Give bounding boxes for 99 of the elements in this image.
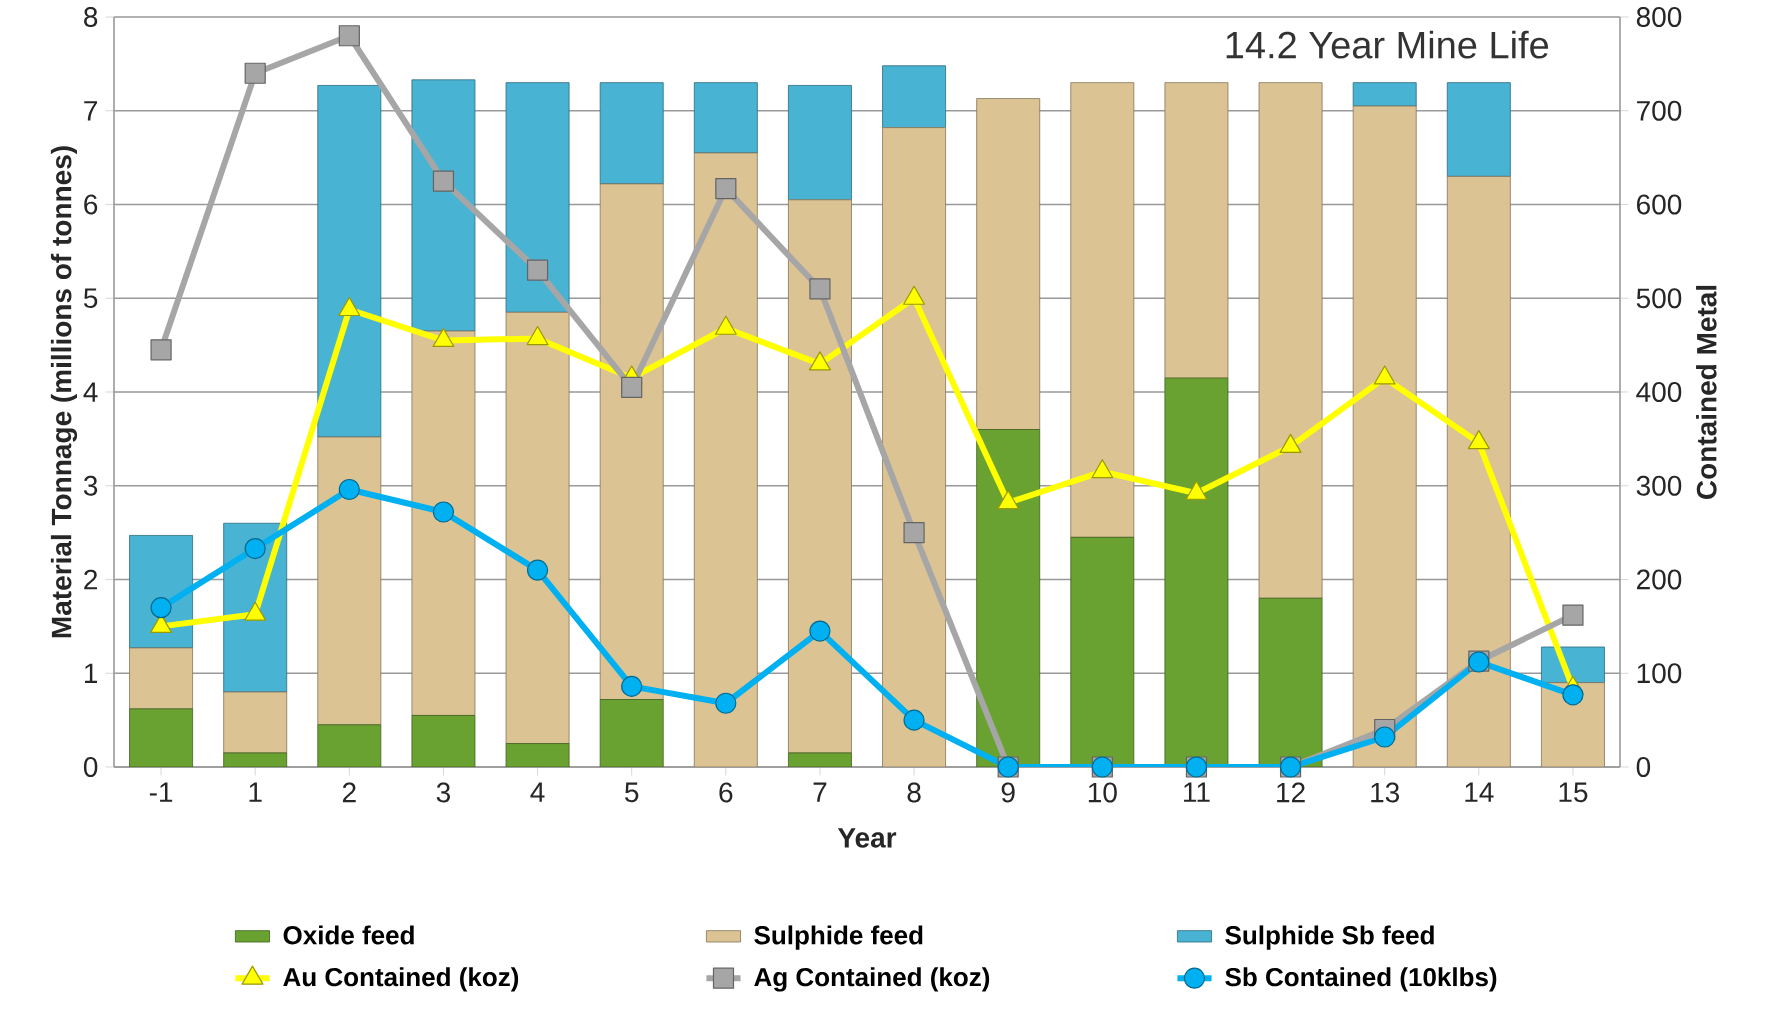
x-tick-label: 15 bbox=[1559, 782, 1588, 803]
bar bbox=[693, 82, 758, 154]
bar bbox=[1446, 82, 1511, 177]
bar bbox=[1258, 597, 1323, 768]
x-tick-label: -1 bbox=[149, 782, 173, 802]
bar bbox=[788, 752, 852, 768]
y-tick-label: 1 bbox=[84, 663, 98, 683]
legend-label: Au Contained (koz) bbox=[283, 967, 519, 992]
bar bbox=[1541, 682, 1605, 768]
bar bbox=[599, 183, 664, 700]
bar bbox=[317, 436, 382, 726]
point bbox=[244, 537, 266, 560]
point bbox=[1562, 604, 1584, 626]
bar bbox=[505, 311, 570, 744]
y2-tick-label: 300 bbox=[1636, 475, 1682, 496]
y2-tick-label: 0 bbox=[1636, 757, 1651, 777]
point bbox=[809, 278, 831, 300]
bar bbox=[882, 127, 946, 768]
legend-label: Sulphide feed bbox=[754, 925, 923, 950]
point bbox=[621, 675, 643, 697]
x-tick-label: 8 bbox=[907, 782, 921, 803]
y-tick-label: 2 bbox=[84, 569, 98, 590]
bar bbox=[223, 752, 288, 768]
point bbox=[903, 522, 925, 544]
y2-tick-label: 400 bbox=[1636, 382, 1682, 402]
bar bbox=[129, 647, 193, 710]
y2-tick-label: 800 bbox=[1636, 7, 1682, 27]
y2-axis-title: Contained Metal bbox=[1696, 285, 1717, 499]
y2-tick-label: 600 bbox=[1637, 194, 1682, 215]
x-tick-label: 14 bbox=[1465, 782, 1494, 802]
x-tick-label: 4 bbox=[530, 782, 545, 802]
bar bbox=[788, 85, 852, 201]
legend-label: Sb Contained (10klbs) bbox=[1225, 967, 1497, 992]
point bbox=[903, 709, 925, 731]
bar bbox=[1164, 82, 1229, 379]
x-tick-label: 3 bbox=[436, 782, 450, 803]
y2-tick-label: 700 bbox=[1637, 100, 1682, 121]
y-tick-label: 0 bbox=[83, 757, 98, 777]
bar bbox=[1070, 82, 1135, 538]
point bbox=[432, 501, 455, 523]
y2-tick-label: 500 bbox=[1636, 288, 1682, 309]
bar bbox=[505, 743, 570, 768]
bar bbox=[411, 715, 476, 768]
x-tick-label: 10 bbox=[1088, 782, 1117, 803]
point bbox=[809, 620, 831, 642]
bar bbox=[1352, 105, 1417, 768]
point bbox=[621, 376, 643, 398]
x-axis-title: Year bbox=[837, 828, 897, 848]
bar bbox=[317, 724, 382, 768]
point bbox=[1374, 726, 1396, 748]
y-axis-title: Material Tonnage (millions of tonnes) bbox=[50, 146, 78, 638]
x-tick-label: 2 bbox=[342, 782, 356, 803]
point bbox=[715, 692, 737, 714]
bar bbox=[882, 65, 946, 129]
bar bbox=[599, 699, 664, 768]
point bbox=[432, 170, 455, 192]
x-tick-label: 11 bbox=[1184, 782, 1210, 802]
y-tick-label: 4 bbox=[83, 382, 98, 402]
point bbox=[244, 62, 266, 84]
bar bbox=[1258, 82, 1323, 599]
bar bbox=[599, 82, 664, 185]
bar bbox=[505, 82, 570, 313]
bar bbox=[223, 691, 288, 754]
legend-label: Oxide feed bbox=[283, 925, 414, 945]
x-tick-label: 6 bbox=[719, 782, 733, 803]
y2-tick-label: 200 bbox=[1637, 569, 1682, 590]
legend-label: Sulphide Sb feed bbox=[1225, 925, 1434, 950]
y-tick-label: 3 bbox=[83, 475, 98, 496]
y-tick-label: 7 bbox=[84, 101, 98, 121]
x-tick-label: 7 bbox=[813, 782, 827, 802]
bar bbox=[411, 330, 476, 716]
bar bbox=[1352, 82, 1417, 107]
x-tick-label: 12 bbox=[1277, 782, 1305, 803]
bar bbox=[129, 708, 193, 768]
point bbox=[150, 339, 172, 361]
y-tick-label: 8 bbox=[84, 7, 98, 27]
point bbox=[338, 25, 360, 47]
bar bbox=[411, 79, 476, 332]
x-tick-label: 9 bbox=[1001, 782, 1015, 803]
point bbox=[1562, 684, 1584, 706]
bar bbox=[976, 429, 1041, 768]
point bbox=[150, 597, 172, 619]
x-tick-label: 13 bbox=[1371, 782, 1400, 803]
bar bbox=[1446, 175, 1511, 768]
x-tick-label: 1 bbox=[249, 782, 262, 802]
point bbox=[338, 478, 360, 501]
x-tick-label: 5 bbox=[625, 782, 639, 803]
point bbox=[715, 177, 737, 200]
point bbox=[526, 259, 549, 281]
y-tick-label: 5 bbox=[83, 288, 98, 309]
bar bbox=[317, 85, 382, 438]
bar bbox=[976, 98, 1041, 430]
y-tick-label: 6 bbox=[84, 194, 98, 215]
annotation: 14.2 Year Mine Life bbox=[1226, 30, 1549, 59]
bar bbox=[693, 152, 758, 768]
point bbox=[526, 559, 549, 581]
legend-label: Ag Contained (koz) bbox=[754, 967, 990, 992]
bar bbox=[788, 199, 852, 754]
y2-tick-label: 100 bbox=[1637, 663, 1682, 684]
